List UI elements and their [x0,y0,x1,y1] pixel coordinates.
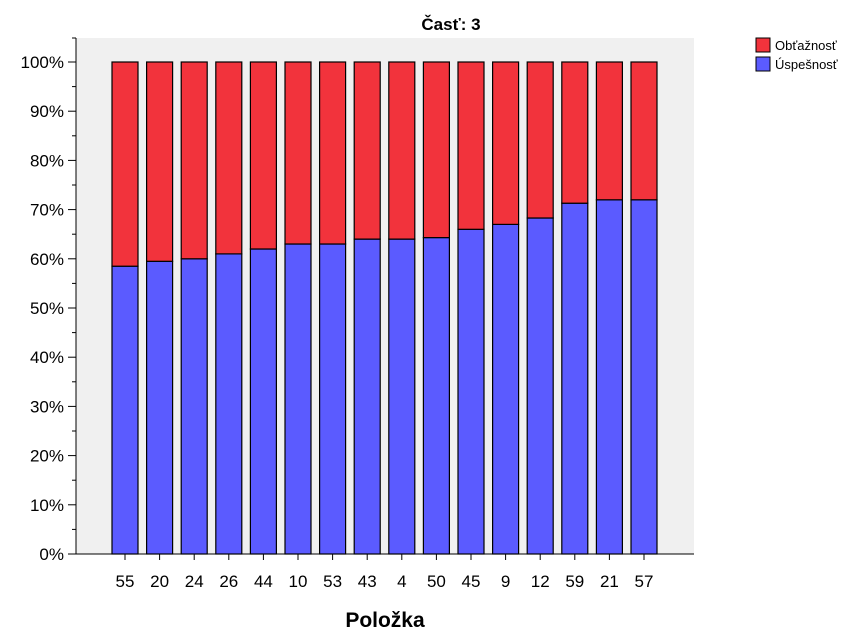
bar-obtaznost-26 [215,61,243,255]
bar-uspesnost-55 [111,265,139,555]
bar-obtaznost-20 [146,61,174,262]
bar-obtaznost-57 [630,61,658,201]
legend-label-obtaznost: Obťažnosť [775,38,837,53]
bar-uspesnost-21 [595,199,624,555]
bar-obtaznost-10 [284,61,312,245]
y-tick-label: 30% [30,397,64,416]
bar-obtaznost-12 [526,61,554,219]
x-tick-label: 10 [289,572,308,591]
bar-uspesnost-59 [561,202,589,555]
x-tick-label: 21 [600,572,619,591]
x-tick-label: 53 [323,572,342,591]
bar-obtaznost-43 [353,61,381,240]
y-tick-label: 10% [30,496,64,515]
y-tick-label: 70% [30,201,64,220]
legend-swatch-uspesnost [755,56,771,72]
bar-obtaznost-50 [422,61,450,239]
legend: Obťažnosť Úspešnosť [755,37,838,72]
y-tick-label: 80% [30,151,64,170]
y-axis: 0% 10% 20% 30% 40% 50% 60% 70% 80% 90% 100% [21,37,77,564]
y-tick-label: 100% [21,53,64,72]
bar-obtaznost-9 [492,61,520,225]
legend-label-uspesnost: Úspešnosť [775,57,838,72]
bar-uspesnost-26 [215,253,243,555]
bar-uspesnost-57 [630,199,658,555]
bar-obtaznost-44 [249,61,277,250]
x-tick-label: 45 [462,572,481,591]
bar-obtaznost-4 [388,61,416,240]
x-tick-label: 24 [185,572,204,591]
bar-obtaznost-24 [180,61,208,260]
bar-uspesnost-50 [422,237,450,555]
bar-obtaznost-21 [595,61,624,201]
y-tick-label: 50% [30,299,64,318]
bar-uspesnost-43 [353,238,381,555]
bar-uspesnost-45 [457,228,485,555]
x-axis-label: Položka [345,609,425,632]
x-tick-label: 59 [565,572,584,591]
y-tick-label: 20% [30,447,64,466]
y-tick-label: 0% [39,545,64,564]
x-tick-label: 50 [427,572,446,591]
y-tick-label: 40% [30,348,64,367]
bar-uspesnost-20 [146,260,174,555]
x-tick-label: 9 [501,572,510,591]
bar-uspesnost-4 [388,238,416,555]
bar-obtaznost-53 [319,61,347,245]
bar-obtaznost-55 [111,61,139,267]
x-tick-label: 57 [635,572,654,591]
bar-obtaznost-59 [561,61,589,204]
x-tick-label: 43 [358,572,377,591]
x-tick-label: 26 [219,572,238,591]
bar-obtaznost-45 [457,61,485,230]
y-tick-label: 60% [30,250,64,269]
y-tick-label: 90% [30,102,64,121]
x-tick-label: 20 [150,572,169,591]
x-tick-label: 44 [254,572,273,591]
legend-swatch-obtaznost [755,37,771,53]
plot-area [76,38,694,554]
chart-title: Časť: 3 [421,15,480,34]
bar-uspesnost-9 [492,223,520,555]
bars [111,61,658,555]
x-tick-label: 4 [397,572,406,591]
x-tick-label: 55 [116,572,135,591]
bar-uspesnost-10 [284,243,312,555]
bar-uspesnost-24 [180,258,208,555]
bar-uspesnost-44 [249,248,277,555]
x-axis: 55 20 24 26 44 10 53 43 4 50 45 9 12 59 21 57 [76,553,694,591]
x-tick-label: 12 [531,572,550,591]
bar-uspesnost-12 [526,217,554,555]
bar-uspesnost-53 [319,243,347,555]
